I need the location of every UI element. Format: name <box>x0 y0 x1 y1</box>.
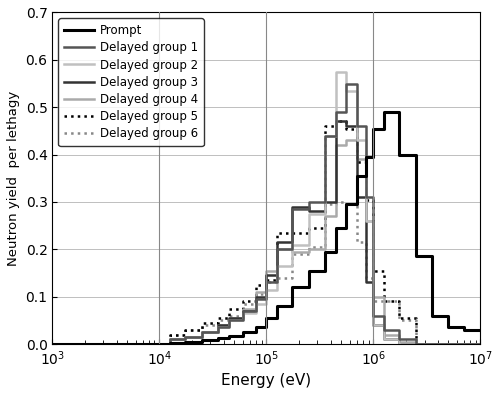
Delayed group 4 <box>478 342 484 346</box>
Delayed group 6 <box>478 342 484 346</box>
Prompt <box>354 202 360 207</box>
Delayed group 2 <box>478 342 484 346</box>
Delayed group 3 <box>253 294 259 299</box>
Delayed group 6 <box>290 252 296 256</box>
Delayed group 5 <box>334 119 340 124</box>
Delayed group 4 <box>354 157 360 162</box>
Delayed group 4 <box>143 342 149 346</box>
Delayed group 6 <box>342 202 348 207</box>
Delayed group 2 <box>354 138 360 143</box>
Delayed group 4 <box>342 143 348 147</box>
Delayed group 1 <box>478 342 484 346</box>
Delayed group 1 <box>50 342 56 346</box>
Delayed group 1 <box>342 109 348 114</box>
Prompt <box>446 325 452 330</box>
Delayed group 6 <box>143 342 149 346</box>
Delayed group 3 <box>342 124 348 128</box>
Prompt <box>290 285 296 290</box>
Line: Delayed group 4: Delayed group 4 <box>52 140 480 344</box>
Delayed group 2 <box>342 88 348 93</box>
Y-axis label: Neutron yield  per lethagy: Neutron yield per lethagy <box>7 90 20 266</box>
Delayed group 3 <box>50 342 56 346</box>
Delayed group 4 <box>50 342 56 346</box>
Delayed group 3 <box>478 342 484 346</box>
Prompt <box>478 327 484 332</box>
Delayed group 1 <box>143 342 149 346</box>
Delayed group 5 <box>342 126 348 131</box>
Line: Delayed group 1: Delayed group 1 <box>52 83 480 344</box>
Delayed group 4 <box>446 342 452 346</box>
Delayed group 2 <box>143 342 149 346</box>
Delayed group 6 <box>446 342 452 346</box>
Prompt <box>143 342 149 346</box>
Delayed group 5 <box>253 282 259 287</box>
Prompt <box>381 109 387 114</box>
Prompt <box>50 342 56 346</box>
Line: Delayed group 3: Delayed group 3 <box>52 121 480 344</box>
Delayed group 3 <box>290 204 296 209</box>
Delayed group 6 <box>354 240 360 245</box>
Delayed group 4 <box>290 249 296 254</box>
Delayed group 4 <box>342 138 348 143</box>
Delayed group 2 <box>253 301 259 306</box>
Delayed group 6 <box>253 292 259 297</box>
Delayed group 1 <box>290 207 296 211</box>
Delayed group 1 <box>354 124 360 128</box>
Delayed group 5 <box>446 342 452 346</box>
Delayed group 5 <box>478 342 484 346</box>
Delayed group 5 <box>50 342 56 346</box>
Delayed group 3 <box>143 342 149 346</box>
Delayed group 6 <box>50 342 56 346</box>
Line: Delayed group 5: Delayed group 5 <box>52 121 480 344</box>
Delayed group 3 <box>334 119 340 124</box>
Delayed group 6 <box>334 199 340 204</box>
Delayed group 2 <box>334 69 340 74</box>
Delayed group 3 <box>354 195 360 199</box>
Delayed group 1 <box>342 81 348 86</box>
Delayed group 2 <box>446 342 452 346</box>
Delayed group 5 <box>143 342 149 346</box>
Delayed group 3 <box>446 342 452 346</box>
Prompt <box>342 226 348 230</box>
Delayed group 5 <box>354 159 360 164</box>
Delayed group 2 <box>50 342 56 346</box>
Line: Delayed group 2: Delayed group 2 <box>52 71 480 344</box>
Line: Delayed group 6: Delayed group 6 <box>52 202 480 344</box>
X-axis label: Energy (eV): Energy (eV) <box>222 373 312 388</box>
Legend: Prompt, Delayed group 1, Delayed group 2, Delayed group 3, Delayed group 4, Dela: Prompt, Delayed group 1, Delayed group 2… <box>58 18 204 146</box>
Line: Prompt: Prompt <box>52 112 480 344</box>
Prompt <box>253 325 259 330</box>
Delayed group 5 <box>290 230 296 235</box>
Delayed group 1 <box>253 297 259 301</box>
Delayed group 4 <box>253 290 259 294</box>
Delayed group 1 <box>446 342 452 346</box>
Delayed group 2 <box>290 242 296 247</box>
